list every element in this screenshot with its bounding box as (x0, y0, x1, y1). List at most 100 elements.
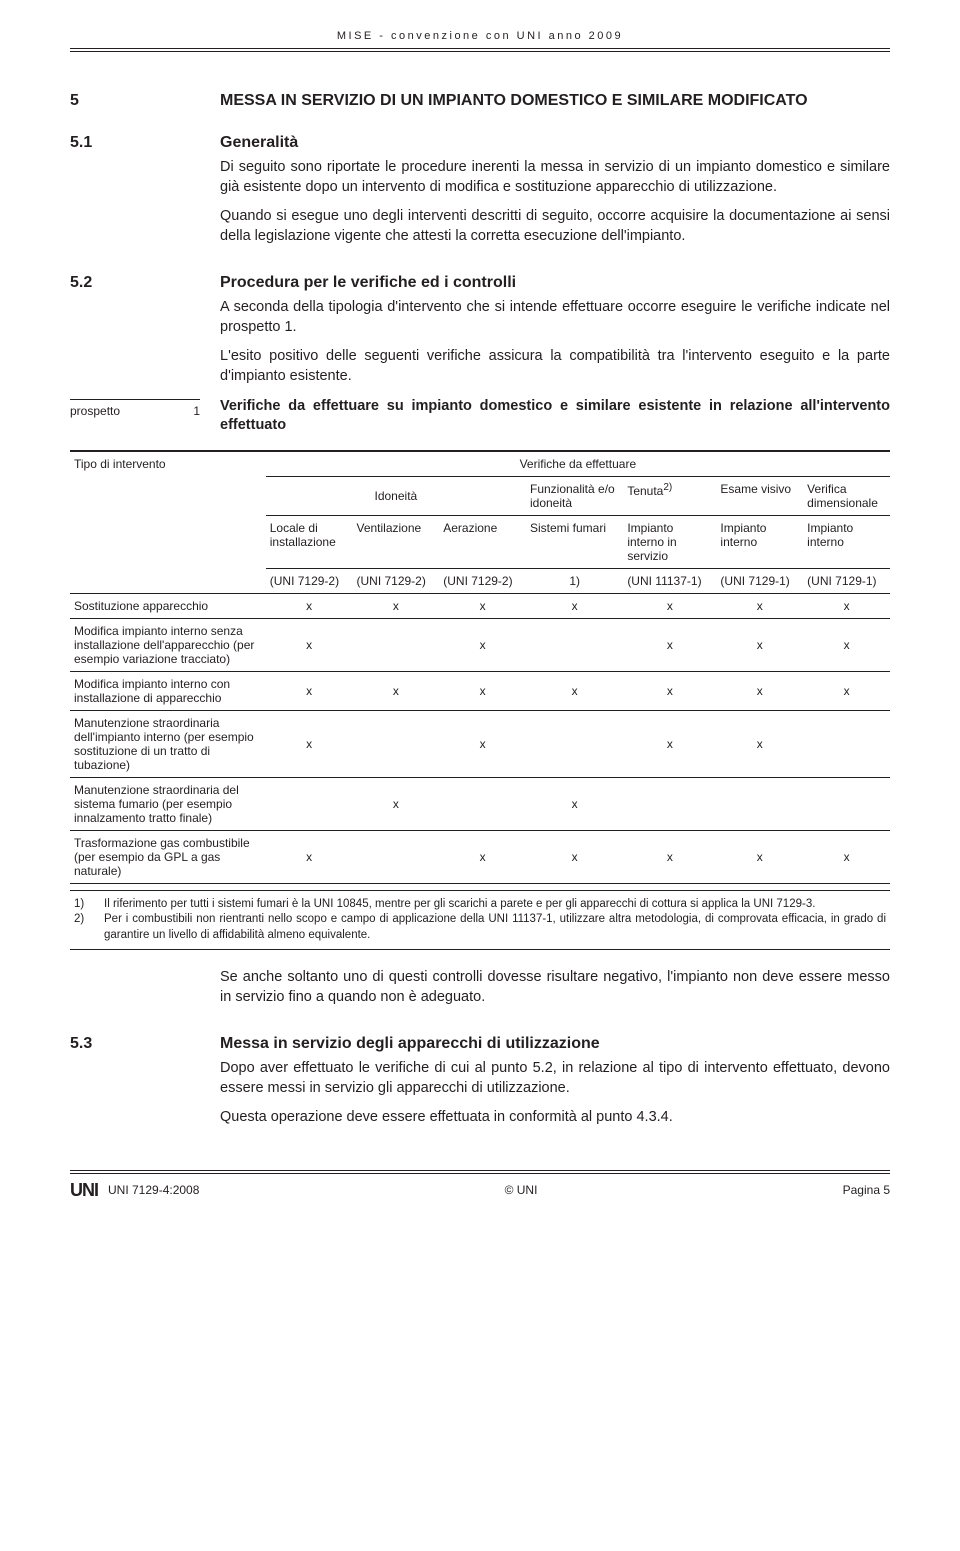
cell: x (352, 593, 439, 618)
cell: x (623, 593, 716, 618)
running-header: MISE - convenzione con UNI anno 2009 (70, 30, 890, 48)
cell: x (716, 618, 803, 671)
cell (352, 830, 439, 883)
section-5-2-number: 5.2 (70, 274, 220, 292)
prospetto-label: prospetto 1 (70, 397, 220, 418)
cell (352, 618, 439, 671)
footnote-1-num: 1) (74, 897, 104, 913)
verifiche-table-wrap: Tipo di intervento Verifiche da effettua… (70, 450, 890, 951)
ref-7: (UNI 7129-1) (803, 568, 890, 593)
cell: x (716, 830, 803, 883)
cell (439, 777, 526, 830)
row-label: Trasformazione gas combustibile (per ese… (70, 830, 266, 883)
table-row: Manutenzione straordinaria dell'impianto… (70, 710, 890, 777)
table-row: Sostituzione apparecchio x x x x x x x (70, 593, 890, 618)
row-label: Sostituzione apparecchio (70, 593, 266, 618)
subhead-aerazione: Aerazione (439, 515, 526, 568)
ref-2: (UNI 7129-2) (352, 568, 439, 593)
cell: x (803, 593, 890, 618)
footer-page-number: Pagina 5 (843, 1183, 890, 1197)
cell (623, 777, 716, 830)
subhead-locale: Locale di installazione (266, 515, 353, 568)
footnote-2-text: Per i combustibili non rientranti nello … (104, 912, 886, 943)
section-5-3-number: 5.3 (70, 1035, 220, 1053)
cell: x (526, 671, 623, 710)
cell (803, 710, 890, 777)
section-5-3-title: Messa in servizio degli apparecchi di ut… (220, 1035, 600, 1053)
table-footnotes: 1) Il riferimento per tutti i sistemi fu… (70, 890, 890, 950)
head-esame-visivo: Esame visivo (716, 476, 803, 515)
cell: x (352, 777, 439, 830)
footer-rule (70, 1170, 890, 1171)
cell: x (623, 710, 716, 777)
cell: x (803, 618, 890, 671)
table-row: Modifica impianto interno senza installa… (70, 618, 890, 671)
after-table-para: Se anche soltanto uno di questi controll… (220, 968, 890, 1007)
subhead-impianto-servizio: Impianto interno in servizio (623, 515, 716, 568)
ref-6: (UNI 7129-1) (716, 568, 803, 593)
cell: x (266, 593, 353, 618)
section-5-1-para2: Quando si esegue uno degli interventi de… (220, 207, 890, 246)
footer-copyright: © UNI (505, 1183, 538, 1197)
cell (526, 618, 623, 671)
section-5-1-para1: Di seguito sono riportate le procedure i… (220, 158, 890, 197)
cell: x (716, 593, 803, 618)
cell: x (352, 671, 439, 710)
cell: x (439, 593, 526, 618)
section-5-number: 5 (70, 92, 220, 110)
cell: x (716, 710, 803, 777)
cell: x (526, 777, 623, 830)
subhead-impianto-interno-2: Impianto interno (803, 515, 890, 568)
cell: x (266, 671, 353, 710)
prospetto-word: prospetto (70, 404, 120, 418)
col-verifiche: Verifiche da effettuare (266, 451, 890, 476)
cell: x (439, 618, 526, 671)
section-5-2-para1: A seconda della tipologia d'intervento c… (220, 298, 890, 337)
page-footer: UNI UNI 7129-4:2008 © UNI Pagina 5 (70, 1170, 890, 1201)
verifiche-table: Tipo di intervento Verifiche da effettua… (70, 451, 890, 884)
cell: x (439, 671, 526, 710)
section-5-3-para2: Questa operazione deve essere effettuata… (220, 1108, 890, 1128)
section-5-3-para1: Dopo aver effettuato le verifiche di cui… (220, 1059, 890, 1098)
section-5-2-title: Procedura per le verifiche ed i controll… (220, 274, 516, 292)
cell (526, 710, 623, 777)
head-verifica-dimensionale: Verifica dimensionale (803, 476, 890, 515)
head-funzionalita: Funzionalità e/o idoneità (526, 476, 623, 515)
cell: x (439, 710, 526, 777)
ref-4: 1) (526, 568, 623, 593)
table-row: Trasformazione gas combustibile (per ese… (70, 830, 890, 883)
prospetto-title: Verifiche da effettuare su impianto dome… (220, 397, 890, 436)
cell: x (266, 830, 353, 883)
ref-3: (UNI 7129-2) (439, 568, 526, 593)
subhead-ventilazione: Ventilazione (352, 515, 439, 568)
footnote-2-num: 2) (74, 912, 104, 943)
col-tipo-intervento: Tipo di intervento (70, 451, 266, 593)
row-label: Manutenzione straordinaria del sistema f… (70, 777, 266, 830)
cell: x (526, 593, 623, 618)
row-label: Modifica impianto interno senza installa… (70, 618, 266, 671)
head-idoneita: Idoneità (266, 476, 526, 515)
cell: x (803, 830, 890, 883)
cell (803, 777, 890, 830)
cell (352, 710, 439, 777)
cell: x (623, 618, 716, 671)
ref-5: (UNI 11137-1) (623, 568, 716, 593)
prospetto-number: 1 (193, 404, 200, 418)
section-5-2-para2: L'esito positivo delle seguenti verifich… (220, 347, 890, 386)
section-5-1-number: 5.1 (70, 134, 220, 152)
section-5-1-title: Generalità (220, 134, 298, 152)
cell: x (716, 671, 803, 710)
cell: x (266, 618, 353, 671)
cell (716, 777, 803, 830)
cell: x (526, 830, 623, 883)
table-row: Modifica impianto interno con installazi… (70, 671, 890, 710)
section-5-title: MESSA IN SERVIZIO DI UN IMPIANTO DOMESTI… (220, 92, 808, 110)
cell: x (623, 830, 716, 883)
cell (266, 777, 353, 830)
row-label: Manutenzione straordinaria dell'impianto… (70, 710, 266, 777)
head-tenuta: Tenuta2) (623, 476, 716, 515)
uni-logo: UNI (70, 1180, 98, 1201)
ref-1: (UNI 7129-2) (266, 568, 353, 593)
row-label: Modifica impianto interno con installazi… (70, 671, 266, 710)
subhead-impianto-interno-1: Impianto interno (716, 515, 803, 568)
